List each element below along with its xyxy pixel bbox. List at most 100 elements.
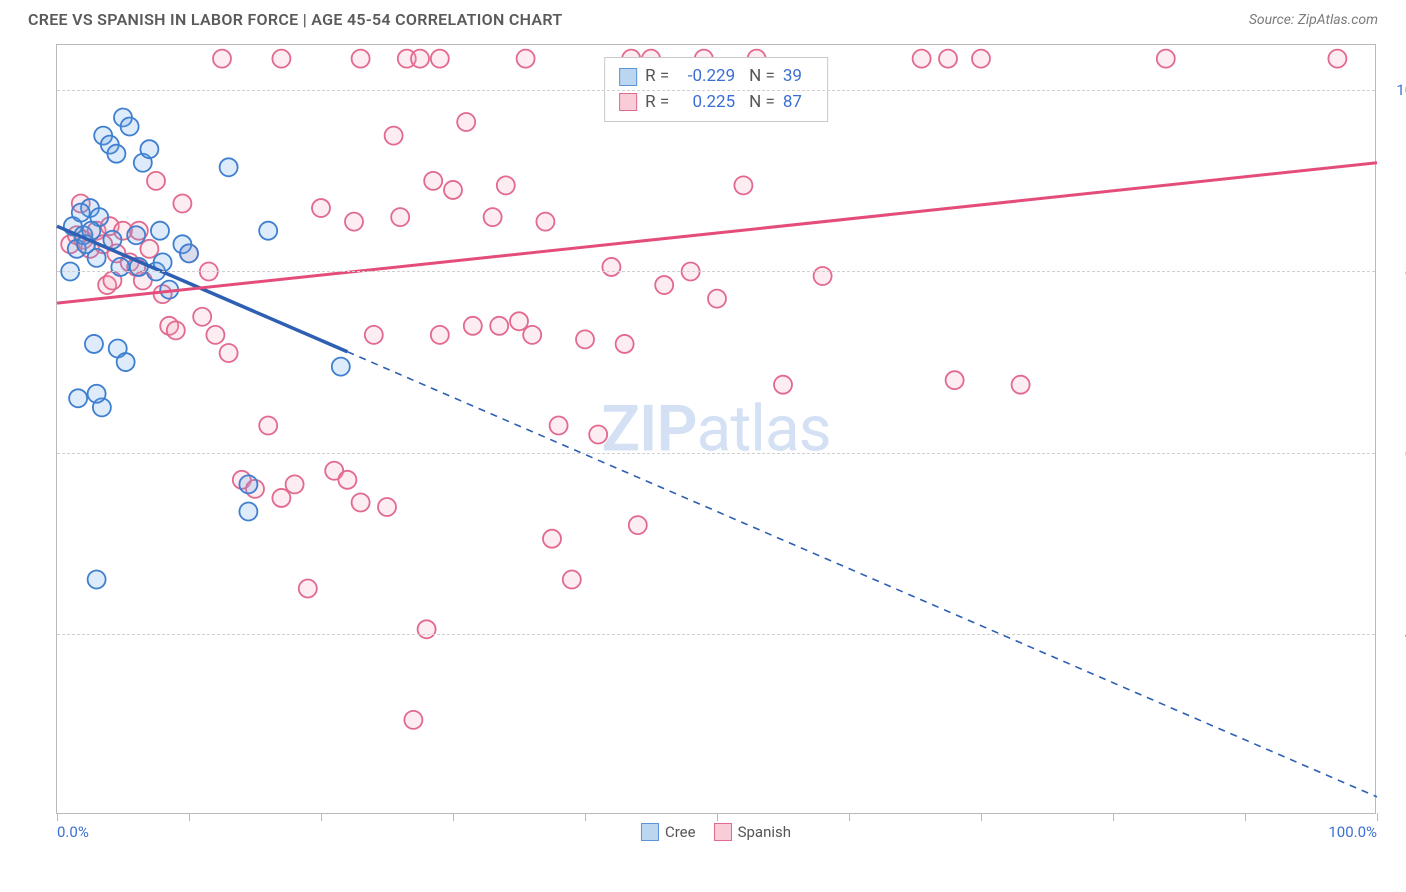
- y-tick-label: 60.0%: [1385, 444, 1406, 462]
- legend-r-value-spanish: 0.225: [677, 90, 735, 116]
- scatter-point-spanish: [259, 416, 277, 434]
- scatter-point-spanish: [352, 50, 370, 68]
- scatter-point-spanish: [272, 50, 290, 68]
- trend-line-spanish: [57, 163, 1377, 303]
- scatter-point-spanish: [589, 426, 607, 444]
- scatter-point-spanish: [220, 344, 238, 362]
- scatter-point-spanish: [510, 312, 528, 330]
- scatter-point-cree: [239, 503, 257, 521]
- source-prefix: Source:: [1249, 12, 1298, 28]
- scatter-point-spanish: [140, 240, 158, 258]
- legend-n-label: N =: [749, 90, 775, 116]
- legend-label-spanish: Spanish: [738, 823, 791, 841]
- scatter-point-cree: [151, 222, 169, 240]
- y-tick-label: 80.0%: [1385, 262, 1406, 280]
- scatter-point-spanish: [946, 371, 964, 389]
- legend-n-value-spanish: 87: [783, 90, 813, 116]
- x-tick-mark: [981, 813, 982, 821]
- gridline: [57, 634, 1375, 635]
- scatter-point-spanish: [563, 570, 581, 588]
- scatter-point-spanish: [708, 290, 726, 308]
- x-tick-mark: [1245, 813, 1246, 821]
- x-tick-mark: [585, 813, 586, 821]
- x-tick-mark: [57, 813, 58, 821]
- trend-line-dashed-cree: [347, 352, 1377, 797]
- scatter-point-spanish: [444, 181, 462, 199]
- scatter-point-spanish: [629, 516, 647, 534]
- scatter-point-cree: [72, 204, 90, 222]
- gridline: [57, 271, 1375, 272]
- scatter-point-spanish: [490, 317, 508, 335]
- plot-area: ZIPatlas R = -0.229 N = 39 R = 0.225 N =…: [56, 44, 1376, 814]
- scatter-point-cree: [85, 335, 103, 353]
- legend-r-label: R =: [645, 64, 669, 90]
- legend-item-spanish: Spanish: [714, 823, 791, 841]
- legend-r-value-cree: -0.229: [677, 64, 735, 90]
- scatter-point-cree: [220, 158, 238, 176]
- scatter-point-spanish: [286, 475, 304, 493]
- legend-r-label: R =: [645, 90, 669, 116]
- scatter-point-spanish: [431, 50, 449, 68]
- x-tick-label: 0.0%: [57, 823, 89, 841]
- scatter-point-spanish: [734, 176, 752, 194]
- legend-swatch-cree: [619, 68, 637, 86]
- scatter-point-cree: [117, 353, 135, 371]
- scatter-point-cree: [259, 222, 277, 240]
- scatter-point-spanish: [385, 127, 403, 145]
- scatter-point-spanish: [523, 326, 541, 344]
- scatter-point-spanish: [464, 317, 482, 335]
- scatter-point-cree: [88, 570, 106, 588]
- gridline: [57, 453, 1375, 454]
- scatter-point-cree: [107, 145, 125, 163]
- x-tick-mark: [1377, 813, 1378, 821]
- source-name: ZipAtlas.com: [1298, 12, 1378, 28]
- legend-item-cree: Cree: [641, 823, 696, 841]
- gridline: [57, 90, 1375, 91]
- scatter-point-spanish: [345, 213, 363, 231]
- scatter-point-spanish: [391, 208, 409, 226]
- scatter-chart-svg: [57, 45, 1375, 813]
- scatter-point-spanish: [431, 326, 449, 344]
- scatter-point-spanish: [602, 258, 620, 276]
- scatter-point-spanish: [972, 50, 990, 68]
- scatter-point-cree: [111, 258, 129, 276]
- scatter-point-cree: [332, 358, 350, 376]
- x-tick-mark: [1113, 813, 1114, 821]
- scatter-point-spanish: [1157, 50, 1175, 68]
- scatter-point-spanish: [312, 199, 330, 217]
- scatter-point-spanish: [418, 620, 436, 638]
- scatter-point-spanish: [193, 308, 211, 326]
- scatter-point-cree: [127, 226, 145, 244]
- scatter-point-spanish: [550, 416, 568, 434]
- scatter-point-spanish: [213, 50, 231, 68]
- scatter-point-spanish: [411, 50, 429, 68]
- scatter-point-spanish: [543, 530, 561, 548]
- scatter-point-spanish: [517, 50, 535, 68]
- legend-row-cree: R = -0.229 N = 39: [619, 64, 813, 90]
- legend-row-spanish: R = 0.225 N = 87: [619, 90, 813, 116]
- x-tick-label: 100.0%: [1328, 823, 1377, 841]
- source-label: Source: ZipAtlas.com: [1249, 12, 1378, 28]
- scatter-point-spanish: [272, 489, 290, 507]
- legend-swatch-spanish-bottom: [714, 823, 732, 841]
- scatter-point-cree: [239, 475, 257, 493]
- legend-label-cree: Cree: [665, 823, 696, 841]
- scatter-point-spanish: [616, 335, 634, 353]
- scatter-point-spanish: [378, 498, 396, 516]
- scatter-point-spanish: [576, 330, 594, 348]
- x-tick-mark: [321, 813, 322, 821]
- scatter-point-spanish: [365, 326, 383, 344]
- scatter-point-spanish: [939, 50, 957, 68]
- scatter-point-cree: [88, 385, 106, 403]
- scatter-point-spanish: [484, 208, 502, 226]
- scatter-point-spanish: [655, 276, 673, 294]
- scatter-point-spanish: [814, 267, 832, 285]
- y-tick-label: 100.0%: [1385, 81, 1406, 99]
- scatter-point-spanish: [299, 580, 317, 598]
- scatter-point-spanish: [352, 493, 370, 511]
- scatter-point-spanish: [167, 321, 185, 339]
- x-tick-mark: [189, 813, 190, 821]
- legend-n-value-cree: 39: [783, 64, 813, 90]
- scatter-point-cree: [121, 118, 139, 136]
- scatter-point-spanish: [404, 711, 422, 729]
